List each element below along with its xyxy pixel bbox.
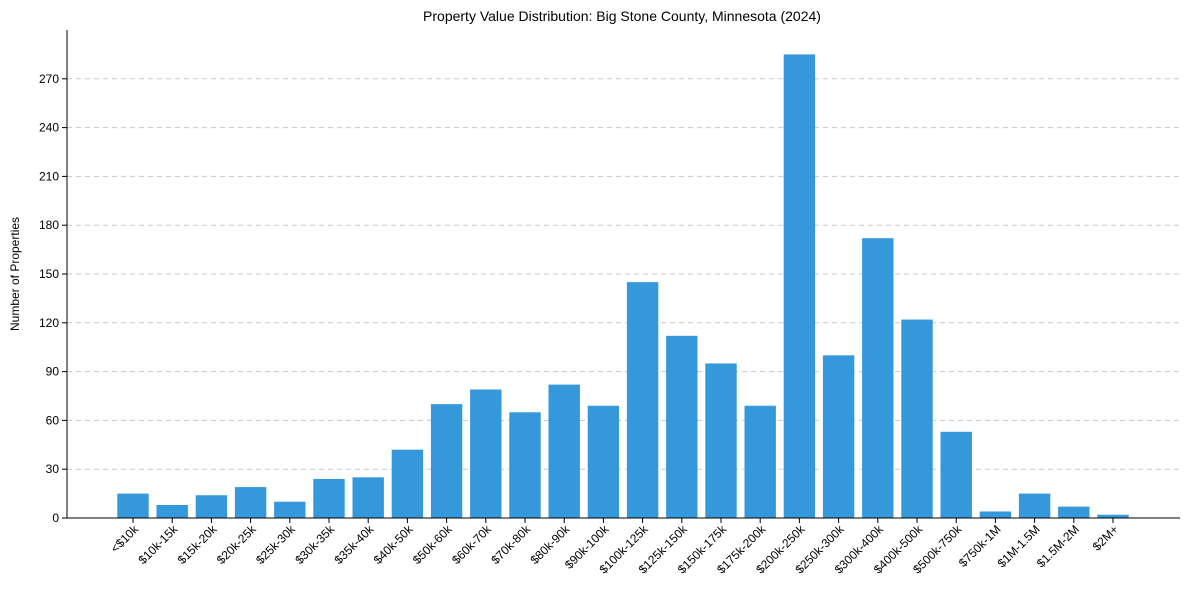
y-tick-label: 240 — [39, 121, 59, 135]
x-tick-label: $10k-15k — [136, 522, 182, 568]
bar — [783, 54, 816, 519]
bars — [117, 54, 1129, 519]
bar — [587, 405, 620, 518]
bar — [274, 501, 306, 518]
x-ticks: <$10k$10k-15k$15k-20k$20k-25k$25k-30k$30… — [108, 518, 1121, 576]
x-tick-label: $30k-35k — [292, 522, 338, 568]
x-tick-label: $25k-30k — [253, 522, 299, 568]
bar — [626, 282, 659, 518]
x-tick-label: $1.5M-2M — [1034, 522, 1082, 570]
bar — [470, 389, 502, 518]
x-tick-label: $15k-20k — [175, 522, 221, 568]
bar — [391, 449, 424, 518]
bar — [195, 495, 228, 518]
x-tick-label: $40k-50k — [371, 522, 417, 568]
bar — [117, 493, 149, 518]
bar — [234, 487, 267, 518]
x-tick-label: <$10k — [108, 522, 142, 556]
bar — [940, 431, 972, 518]
bar — [1018, 493, 1051, 518]
bar — [862, 238, 894, 519]
y-axis-label: Number of Properties — [8, 217, 22, 331]
bar — [1097, 514, 1129, 518]
bar — [822, 355, 855, 518]
bar — [509, 412, 541, 518]
bar — [979, 511, 1012, 518]
bar — [430, 404, 463, 518]
y-tick-label: 150 — [39, 267, 59, 281]
x-tick-label: $20k-25k — [214, 522, 260, 568]
y-tick-label: 210 — [39, 169, 59, 183]
bar — [156, 504, 188, 518]
bar — [666, 335, 698, 518]
bar — [352, 477, 384, 518]
bar — [548, 384, 580, 518]
bar — [901, 319, 933, 518]
x-tick-label: $2M+ — [1090, 522, 1121, 553]
y-tick-label: 120 — [39, 316, 59, 330]
y-tick-label: 60 — [46, 413, 60, 427]
chart-title: Property Value Distribution: Big Stone C… — [423, 8, 821, 24]
y-ticks: 0 30 60 90 120 150 180 210 240 270 — [39, 72, 67, 525]
y-tick-label: 180 — [39, 218, 59, 232]
bar — [313, 478, 345, 518]
x-tick-label: $70k-80k — [488, 522, 534, 568]
y-tick-label: 0 — [52, 511, 59, 525]
x-tick-label: $60k-70k — [449, 522, 495, 568]
bar — [1058, 506, 1090, 518]
y-tick-label: 30 — [46, 462, 60, 476]
x-tick-label: $50k-60k — [410, 522, 456, 568]
grid-lines — [67, 78, 1180, 470]
y-tick-label: 270 — [39, 72, 59, 86]
bar — [705, 363, 737, 518]
x-tick-label: $35k-40k — [332, 522, 378, 568]
y-tick-label: 90 — [46, 365, 60, 379]
bar — [744, 405, 776, 518]
